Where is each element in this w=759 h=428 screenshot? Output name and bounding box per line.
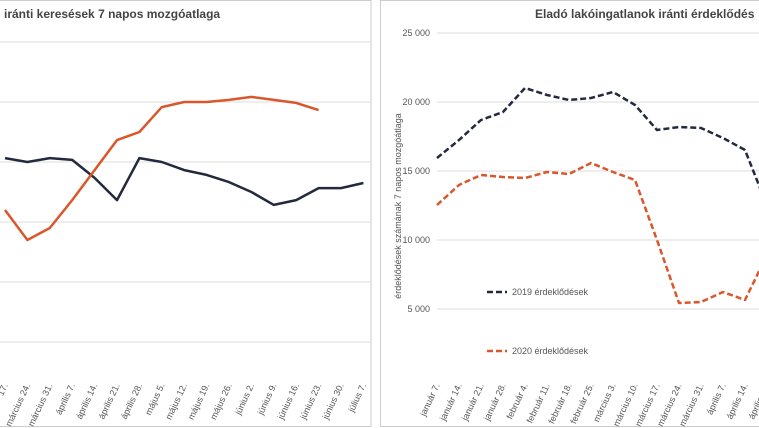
left-panel <box>0 0 372 427</box>
x-tick-label: április 7. <box>54 382 77 417</box>
x-tick-label: április 14. <box>724 382 749 421</box>
x-tick-label: április 21. <box>96 382 121 421</box>
y-tick-label: 25 000 <box>402 28 430 38</box>
x-tick-label: május 19. <box>186 382 212 422</box>
x-tick-label: április 28. <box>119 382 144 421</box>
x-tick-label: május 12. <box>163 382 189 422</box>
x-tick-label: július 7. <box>346 382 368 415</box>
x-tick-label: 17. <box>0 382 10 398</box>
x-tick-label: június 30. <box>320 382 346 422</box>
series-line <box>3 95 319 242</box>
chart-title: iránti keresések 7 napos mozgóatlaga <box>4 7 220 21</box>
x-tick-label: április 14. <box>74 382 99 421</box>
x-tick-label: június 2. <box>233 382 257 418</box>
left-plot: 17.március 24.március 31. április 7.ápril… <box>0 41 371 428</box>
x-tick-label: február 4. <box>504 382 529 421</box>
x-tick-label: április 7. <box>705 382 728 417</box>
x-tick-label: május 26. <box>208 382 234 422</box>
chart-title: Eladó lakóingatlanok iránti érdeklődés <box>535 7 755 21</box>
y-tick-label: 20 000 <box>402 97 430 107</box>
x-tick-label: június 16. <box>275 382 301 422</box>
y-tick-label: 15 000 <box>402 166 430 176</box>
x-tick-label: január 7. <box>418 382 442 419</box>
x-tick-label: május 5. <box>143 382 166 417</box>
y-tick-label: 5 000 <box>407 304 430 314</box>
right-plot: 2019 érdeklődések 2020 érdeklődések 5 00… <box>402 28 759 428</box>
series-line <box>4 156 364 207</box>
legend-label: 2020 érdeklődések <box>512 346 589 356</box>
x-tick-label: június 23. <box>298 382 324 422</box>
series-line <box>436 161 759 305</box>
legend-label: 2019 érdeklődések <box>512 287 589 297</box>
y-axis-label: érdeklődések számának 7 napos mozgóátlag… <box>393 113 403 299</box>
series-line <box>436 86 759 189</box>
y-tick-label: 10 000 <box>402 235 430 245</box>
right-panel <box>380 0 759 427</box>
x-tick-label: június 9. <box>255 382 279 418</box>
